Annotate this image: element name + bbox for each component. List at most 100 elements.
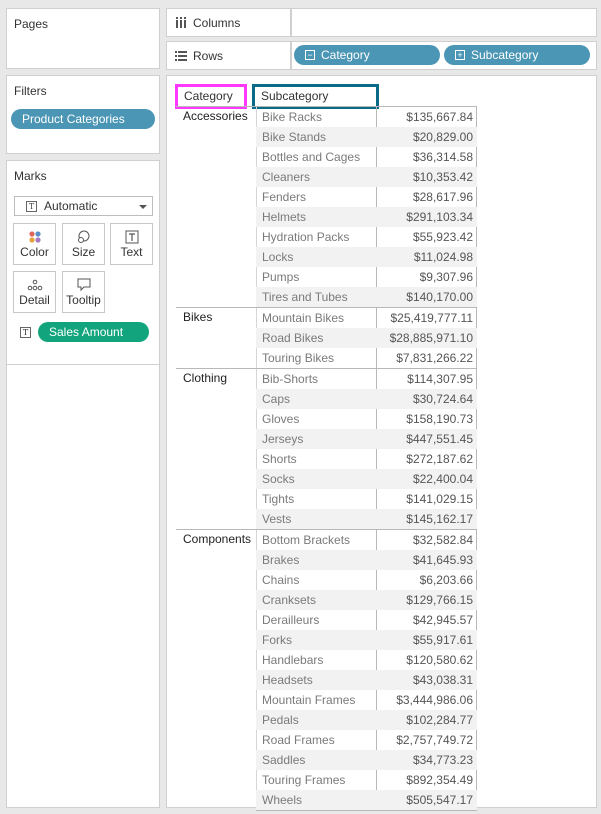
sales-amount-cell: $505,547.17: [406, 793, 473, 807]
sales-amount-cell: $102,284.77: [406, 713, 473, 727]
subcategory-cell: Chains: [262, 573, 300, 587]
sales-amount-cell: $10,353.42: [412, 170, 473, 184]
subcategory-cell: Handlebars: [262, 653, 324, 667]
subcategory-cell: Mountain Frames: [262, 693, 356, 707]
table-row[interactable]: Derailleurs $42,945.57: [256, 610, 477, 630]
rows-shelf[interactable]: − Category + Subcategory: [291, 41, 597, 70]
subcategory-header[interactable]: Subcategory: [252, 84, 379, 109]
table-row[interactable]: Mountain Bikes $25,419,777.11: [256, 308, 477, 328]
sales-amount-cell: $28,885,971.10: [389, 331, 473, 345]
tooltip-button[interactable]: Tooltip: [62, 271, 105, 313]
table-row[interactable]: Helmets $291,103.34: [256, 207, 477, 227]
sales-amount-cell: $9,307.96: [419, 270, 473, 284]
category-label[interactable]: Accessories: [183, 109, 248, 123]
category-row-pill[interactable]: − Category: [294, 45, 440, 65]
detail-label: Detail: [19, 293, 50, 307]
subcategory-cell: Touring Bikes: [262, 351, 335, 365]
subcategory-pill-label: Subcategory: [471, 48, 539, 62]
sales-amount-cell: $32,582.84: [412, 533, 473, 547]
sales-amount-cell: $892,354.49: [406, 773, 473, 787]
subcategory-row-pill[interactable]: + Subcategory: [444, 45, 590, 65]
sales-amount-cell: $20,829.00: [412, 130, 473, 144]
table-row[interactable]: Pumps $9,307.96: [256, 267, 477, 287]
table-row[interactable]: Brakes $41,645.93: [256, 550, 477, 570]
color-icon: [14, 230, 55, 244]
rows-icon: [175, 50, 187, 65]
category-label[interactable]: Components: [183, 532, 252, 546]
rows-shelf-label: Rows: [166, 41, 291, 70]
sales-amount-cell: $2,757,749.72: [396, 733, 473, 747]
subcategory-cell: Road Bikes: [262, 331, 324, 345]
table-row[interactable]: Road Frames $2,757,749.72: [256, 730, 477, 750]
subcategory-cell: Tights: [262, 492, 295, 506]
table-row[interactable]: Fenders $28,617.96: [256, 187, 477, 207]
color-label: Color: [20, 245, 49, 259]
table-bottom-border: [256, 810, 477, 811]
subcategory-cell: Fenders: [262, 190, 307, 204]
sales-amount-cell: $447,551.45: [406, 432, 473, 446]
sales-amount-cell: $41,645.93: [412, 553, 473, 567]
data-table: Accessories Bike Racks $135,667.84 Bike Sta…: [176, 106, 477, 811]
color-button[interactable]: Color: [13, 223, 56, 265]
table-row[interactable]: Cranksets $129,766.15: [256, 590, 477, 610]
subcategory-cell: Wheels: [262, 793, 303, 807]
pages-card[interactable]: Pages: [6, 8, 160, 69]
table-row[interactable]: Pedals $102,284.77: [256, 710, 477, 730]
subcategory-cell: Pedals: [262, 713, 299, 727]
table-row[interactable]: Socks $22,400.04: [256, 469, 477, 489]
table-row[interactable]: Handlebars $120,580.62: [256, 650, 477, 670]
marks-title: Marks: [14, 169, 47, 183]
table-row[interactable]: Headsets $43,038.31: [256, 670, 477, 690]
category-header[interactable]: Category: [175, 84, 247, 109]
sales-amount-cell: $129,766.15: [406, 593, 473, 607]
table-row[interactable]: Bike Stands $20,829.00: [256, 127, 477, 147]
sales-amount-cell: $22,400.04: [412, 472, 473, 486]
table-row[interactable]: Caps $30,724.64: [256, 389, 477, 409]
text-mark-icon: T: [26, 201, 37, 212]
table-row[interactable]: Bike Racks $135,667.84: [256, 107, 477, 127]
size-button[interactable]: Size: [62, 223, 105, 265]
mark-type-dropdown[interactable]: T Automatic: [14, 196, 153, 216]
crosstab-view: Category Subcategory Accessories Bike Rac…: [166, 75, 597, 811]
table-row[interactable]: Saddles $34,773.23: [256, 750, 477, 770]
table-row[interactable]: Shorts $272,187.62: [256, 449, 477, 469]
columns-icon: [175, 17, 187, 32]
detail-button[interactable]: Detail: [13, 271, 56, 313]
table-row[interactable]: Cleaners $10,353.42: [256, 167, 477, 187]
table-row[interactable]: Tights $141,029.15: [256, 489, 477, 509]
table-row[interactable]: Road Bikes $28,885,971.10: [256, 328, 477, 348]
sales-amount-cell: $7,831,266.22: [396, 351, 473, 365]
table-row[interactable]: Forks $55,917.61: [256, 630, 477, 650]
subcategory-cell: Gloves: [262, 412, 300, 426]
table-row[interactable]: Hydration Packs $55,923.42: [256, 227, 477, 247]
table-row[interactable]: Tires and Tubes $140,170.00: [256, 287, 477, 307]
table-row[interactable]: Jerseys $447,551.45: [256, 429, 477, 449]
table-row[interactable]: Vests $145,162.17: [256, 509, 477, 529]
category-label[interactable]: Bikes: [183, 310, 213, 324]
sales-amount-cell: $135,667.84: [406, 110, 473, 124]
columns-shelf[interactable]: [291, 8, 597, 37]
sales-amount-pill[interactable]: Sales Amount: [38, 322, 149, 342]
product-categories-filter-pill[interactable]: Product Categories: [11, 109, 155, 129]
table-row[interactable]: Gloves $158,190.73: [256, 409, 477, 429]
size-label: Size: [71, 245, 96, 259]
sales-amount-cell: $158,190.73: [406, 412, 473, 426]
table-row[interactable]: Touring Bikes $7,831,266.22: [256, 348, 477, 368]
category-label[interactable]: Clothing: [183, 371, 228, 385]
table-row[interactable]: Bottles and Cages $36,314.58: [256, 147, 477, 167]
subcategory-cell: Cleaners: [262, 170, 311, 184]
sales-amount-cell: $3,444,986.06: [396, 693, 473, 707]
table-row[interactable]: Bib-Shorts $114,307.95: [256, 369, 477, 389]
table-row[interactable]: Wheels $505,547.17: [256, 790, 477, 810]
sales-amount-cell: $141,029.15: [406, 492, 473, 506]
subcategory-cell: Mountain Bikes: [262, 311, 345, 325]
subcategory-cell: Tires and Tubes: [262, 290, 348, 304]
sales-amount-cell: $28,617.96: [412, 190, 473, 204]
subcategory-cell: Derailleurs: [262, 613, 320, 627]
table-row[interactable]: Chains $6,203.66: [256, 570, 477, 590]
text-button[interactable]: Text: [110, 223, 153, 265]
table-row[interactable]: Bottom Brackets $32,582.84: [256, 530, 477, 550]
table-row[interactable]: Mountain Frames $3,444,986.06: [256, 690, 477, 710]
table-row[interactable]: Touring Frames $892,354.49: [256, 770, 477, 790]
table-row[interactable]: Locks $11,024.98: [256, 247, 477, 267]
